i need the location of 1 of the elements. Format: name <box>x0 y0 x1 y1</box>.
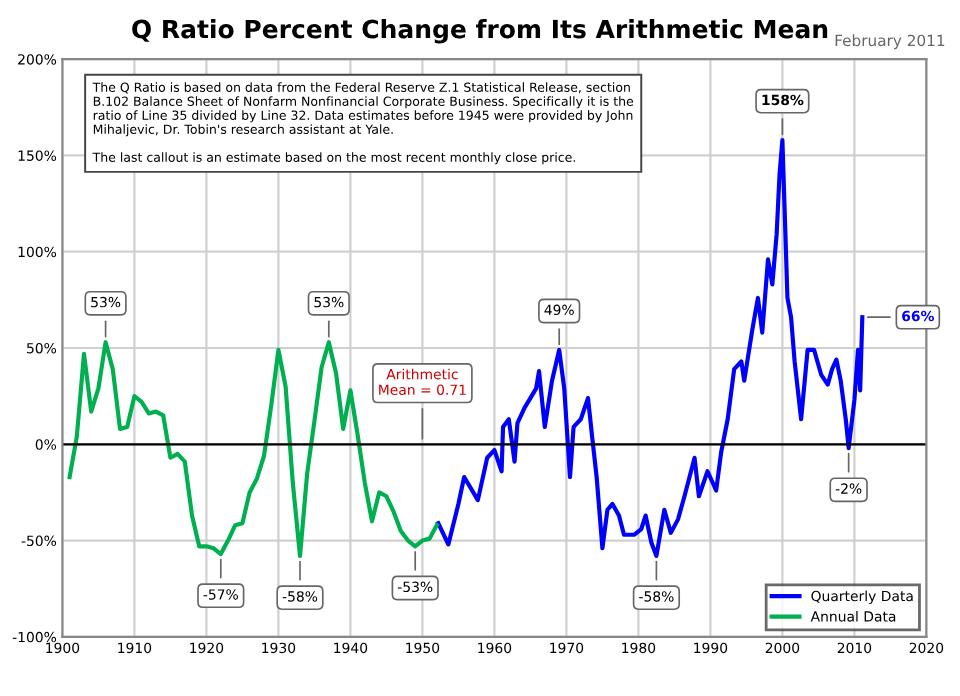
chart-title: Q Ratio Percent Change from Its Arithmetic Mean <box>132 19 828 44</box>
